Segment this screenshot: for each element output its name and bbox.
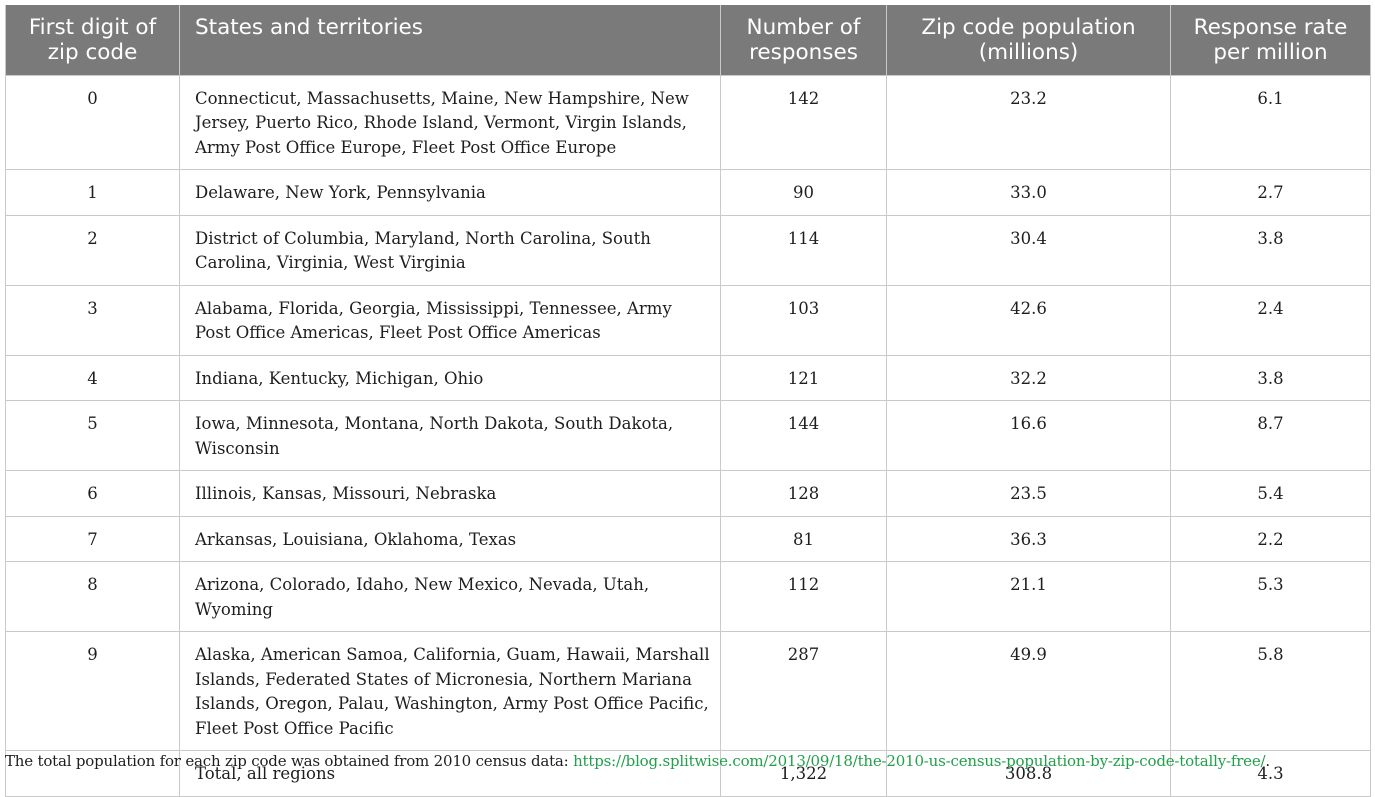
table-row: 5 Iowa, Minnesota, Montana, North Dakota… [5,400,1371,471]
table-row: 3 Alabama, Florida, Georgia, Mississippi… [5,284,1371,356]
cell-response-rate: 6.1 [1170,74,1371,170]
cell-population: 30.4 [886,214,1171,286]
zip-code-response-table: First digit of zip code States and terri… [5,5,1371,797]
header-states: States and territories [179,5,721,75]
cell-population: 23.5 [886,470,1171,517]
cell-states: Indiana, Kentucky, Michigan, Ohio [179,354,721,401]
header-responses: Number of responses [720,5,887,75]
cell-response-rate: 3.8 [1170,214,1371,286]
cell-responses: 287 [720,631,887,751]
cell-first-digit: 4 [5,354,180,401]
table-row: 7 Arkansas, Louisiana, Oklahoma, Texas 8… [5,515,1371,562]
cell-responses: 142 [720,74,887,170]
cell-first-digit: 8 [5,561,180,632]
table-footnote: The total population for each zip code w… [5,752,1270,770]
cell-responses: 103 [720,284,887,356]
census-data-link[interactable]: https://blog.splitwise.com/2013/09/18/th… [573,752,1266,770]
cell-responses: 81 [720,515,887,562]
cell-states: Connecticut, Massachusetts, Maine, New H… [179,74,721,170]
cell-response-rate: 5.4 [1170,470,1371,517]
cell-responses: 112 [720,561,887,632]
cell-first-digit: 2 [5,214,180,286]
header-response-rate: Response rate per million [1170,5,1371,75]
cell-population: 21.1 [886,561,1171,632]
cell-response-rate: 2.2 [1170,515,1371,562]
cell-response-rate: 2.4 [1170,284,1371,356]
table-row: 1 Delaware, New York, Pennsylvania 90 33… [5,169,1371,216]
cell-responses: 128 [720,470,887,517]
header-population: Zip code population (millions) [886,5,1171,75]
cell-first-digit: 3 [5,284,180,356]
cell-states: Arizona, Colorado, Idaho, New Mexico, Ne… [179,561,721,632]
cell-states: District of Columbia, Maryland, North Ca… [179,214,721,286]
cell-first-digit: 9 [5,631,180,751]
table-row: 4 Indiana, Kentucky, Michigan, Ohio 121 … [5,354,1371,401]
cell-population: 16.6 [886,400,1171,471]
cell-population: 42.6 [886,284,1171,356]
cell-responses: 90 [720,169,887,216]
header-first-digit: First digit of zip code [5,5,180,75]
table-row: 0 Connecticut, Massachusetts, Maine, New… [5,74,1371,170]
cell-population: 32.2 [886,354,1171,401]
cell-states: Alabama, Florida, Georgia, Mississippi, … [179,284,721,356]
footnote-end: . [1265,752,1270,770]
cell-population: 33.0 [886,169,1171,216]
cell-states: Delaware, New York, Pennsylvania [179,169,721,216]
table-row: 8 Arizona, Colorado, Idaho, New Mexico, … [5,561,1371,632]
footnote-text: The total population for each zip code w… [5,752,574,770]
table-row: 2 District of Columbia, Maryland, North … [5,214,1371,286]
cell-first-digit: 0 [5,74,180,170]
cell-responses: 144 [720,400,887,471]
cell-population: 49.9 [886,631,1171,751]
cell-responses: 121 [720,354,887,401]
cell-first-digit: 1 [5,169,180,216]
cell-response-rate: 2.7 [1170,169,1371,216]
cell-states: Iowa, Minnesota, Montana, North Dakota, … [179,400,721,471]
cell-response-rate: 5.3 [1170,561,1371,632]
cell-population: 36.3 [886,515,1171,562]
cell-response-rate: 8.7 [1170,400,1371,471]
cell-states: Alaska, American Samoa, California, Guam… [179,631,721,751]
cell-states: Illinois, Kansas, Missouri, Nebraska [179,470,721,517]
cell-states: Arkansas, Louisiana, Oklahoma, Texas [179,515,721,562]
cell-first-digit: 7 [5,515,180,562]
cell-first-digit: 6 [5,470,180,517]
cell-response-rate: 3.8 [1170,354,1371,401]
cell-response-rate: 5.8 [1170,631,1371,751]
cell-first-digit: 5 [5,400,180,471]
table-header-row: First digit of zip code States and terri… [5,5,1371,75]
cell-population: 23.2 [886,74,1171,170]
table-row: 9 Alaska, American Samoa, California, Gu… [5,631,1371,751]
cell-responses: 114 [720,214,887,286]
table-row: 6 Illinois, Kansas, Missouri, Nebraska 1… [5,470,1371,517]
